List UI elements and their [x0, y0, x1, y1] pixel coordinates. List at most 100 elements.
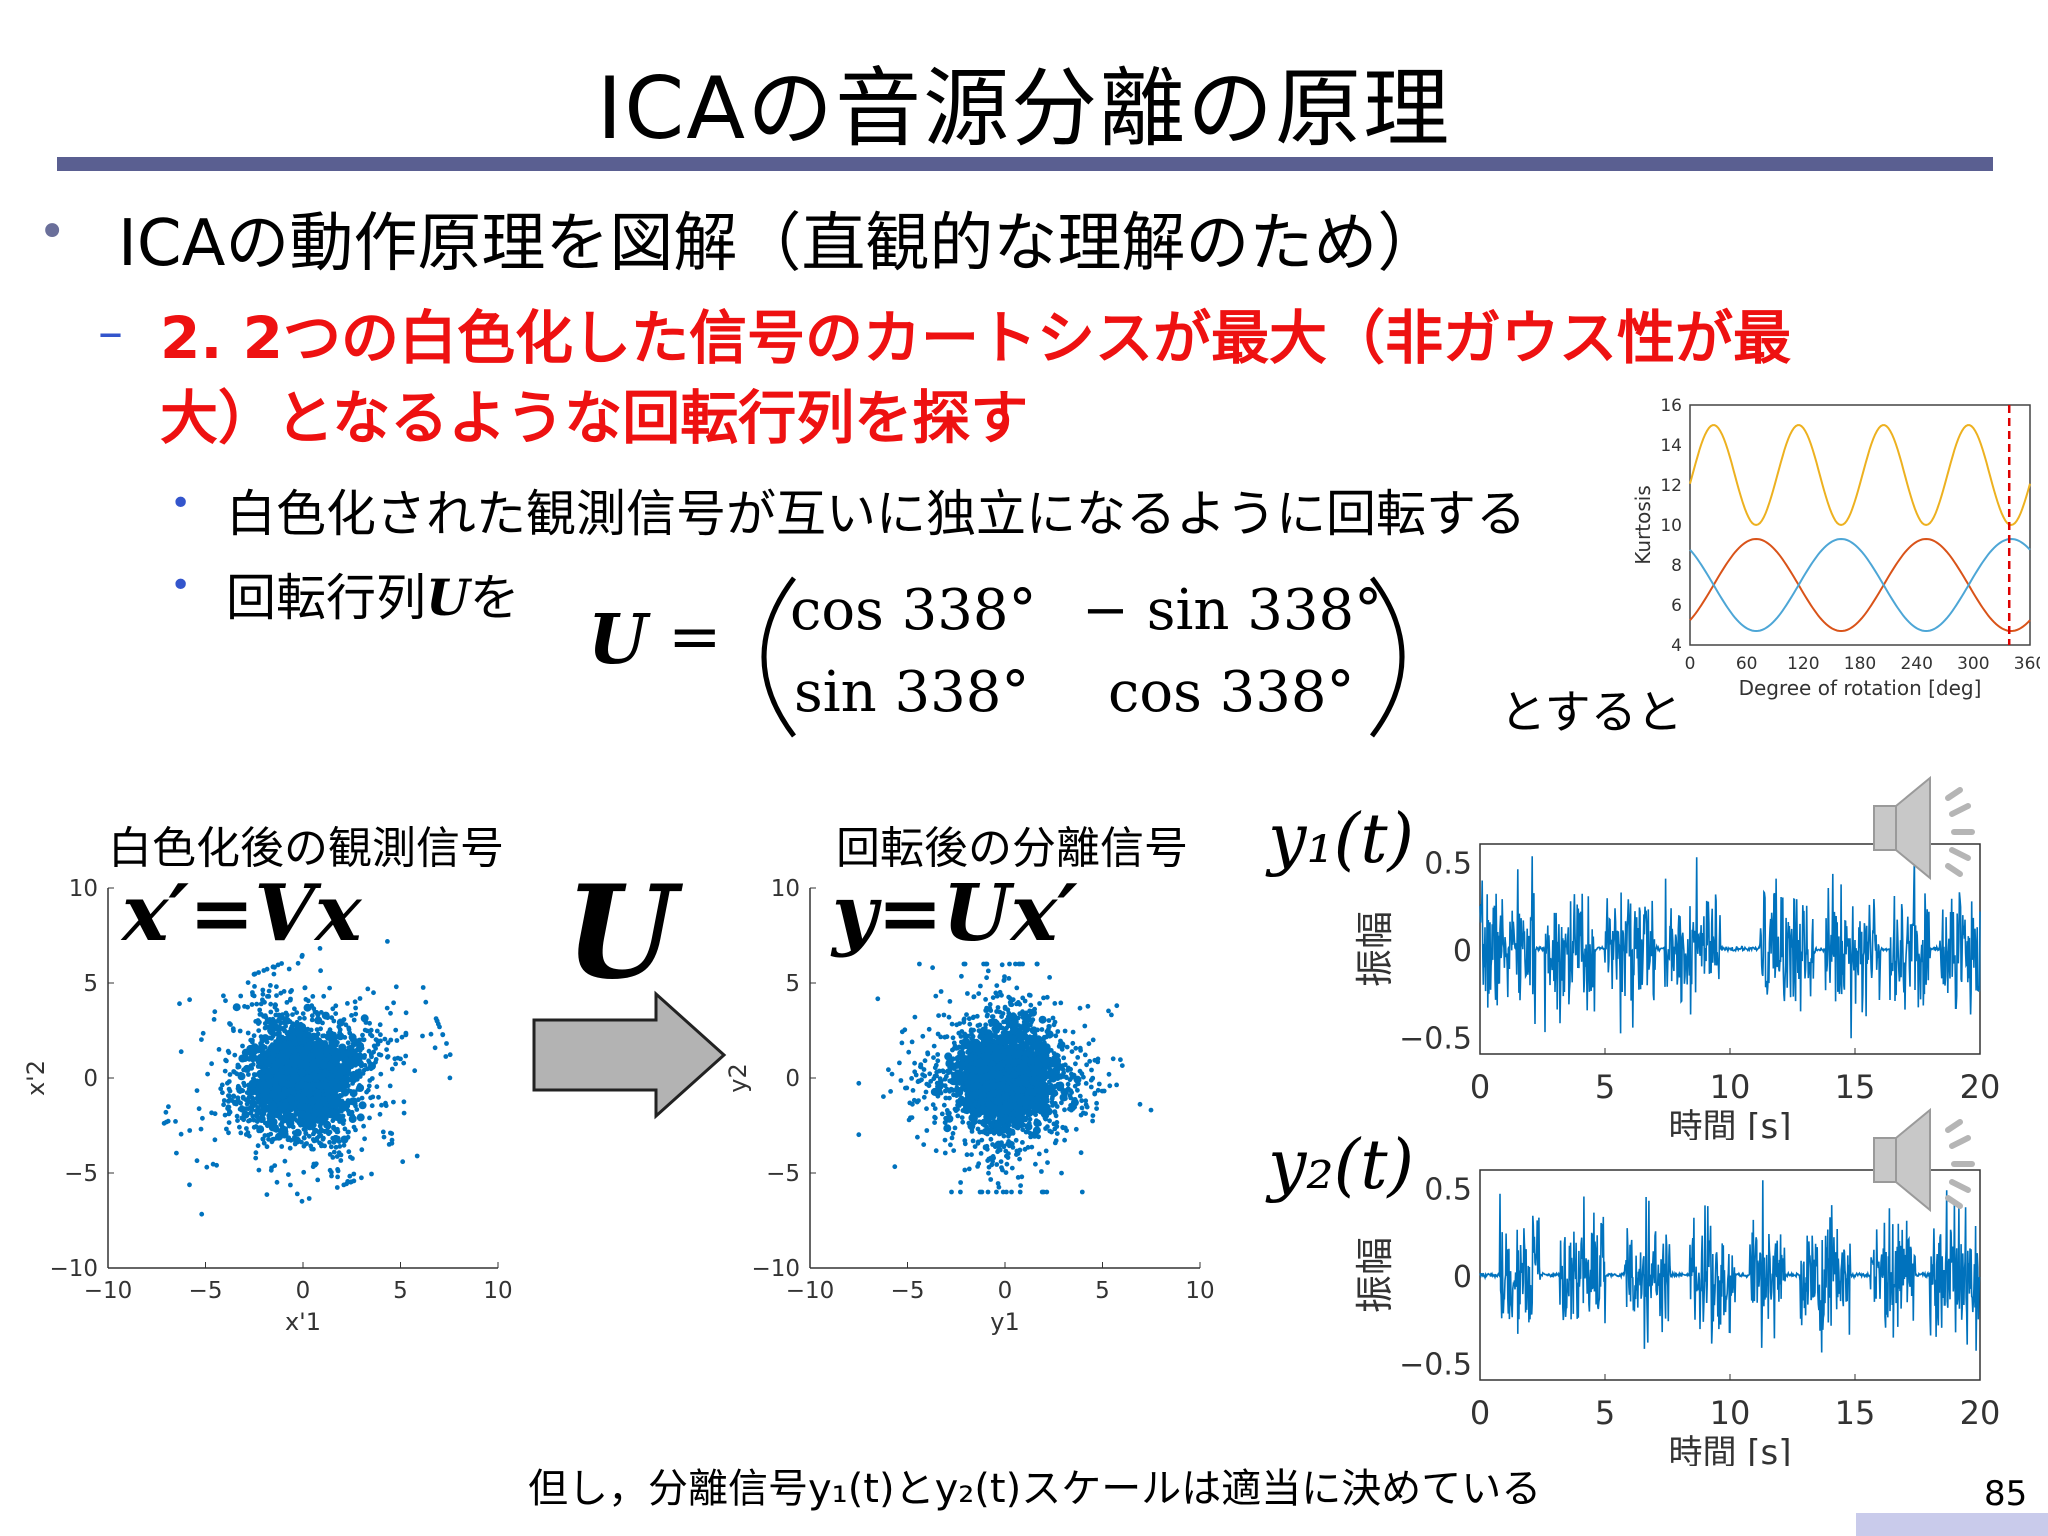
- kurtosis-chart: 0 60 120 180 240 300 360 4 6 8 10 12 14 16 Degree of r…: [1631, 396, 2040, 700]
- subpoint-line1: 2. 2つの白色化した信号のカートシスが最大（非ガウス性が最: [160, 304, 1791, 372]
- y-axis-label: x'2: [22, 1060, 50, 1096]
- x-tick-label: −10: [84, 1278, 133, 1304]
- x-tick-label: −5: [189, 1278, 223, 1304]
- y-tick-label: 0: [83, 1066, 98, 1092]
- x-tick-label: 300: [1957, 654, 1989, 674]
- y-tick-label: −0.5: [1399, 1348, 1472, 1383]
- x-axis-label: x'1: [285, 1308, 321, 1336]
- scale-note: 但し，分離信号y₁(t)とy₂(t)スケールは適当に決めている: [528, 1466, 1542, 1512]
- slide-title: ICAの音源分離の原理: [596, 59, 1452, 159]
- point-matrix-suffix: を: [469, 569, 520, 627]
- waveform-line: [1479, 1180, 1981, 1353]
- right-paren: [1370, 576, 1405, 738]
- page-number: 85: [1984, 1474, 2028, 1514]
- kurtosis-series-2: [1689, 537, 2031, 633]
- x-tick-label: 15: [1835, 1068, 1876, 1106]
- y-axis-label: 振幅: [1353, 911, 1397, 987]
- y2-label: y₂(t): [1268, 1126, 1415, 1205]
- y-axis-label: y2: [724, 1063, 752, 1092]
- x-tick-label: 10: [1710, 1068, 1751, 1106]
- arrow-label: U: [565, 858, 677, 1008]
- matrix-a12: − sin 338°: [1082, 578, 1383, 643]
- title-underline: [57, 157, 1993, 171]
- y-tick-label: −10: [49, 1256, 98, 1282]
- x-tick-label: 180: [1844, 654, 1876, 674]
- point-matrix: 回転行列Uを: [226, 558, 520, 630]
- y-axis-label: Kurtosis: [1631, 485, 1655, 565]
- y-tick-label: 14: [1660, 436, 1682, 456]
- matrix-a11: cos 338°: [790, 578, 1037, 643]
- scatter-points: [161, 939, 453, 1217]
- kurtosis-series-1: [1689, 537, 2031, 633]
- x-tick-label: 0: [998, 1278, 1013, 1304]
- x-tick-label: 360: [2014, 654, 2040, 674]
- matrix-a22: cos 338°: [1108, 660, 1355, 725]
- bullet-dot: •: [38, 204, 67, 260]
- x-tick-label: 5: [393, 1278, 408, 1304]
- x-tick-label: 20: [1960, 1068, 2000, 1106]
- bullet-main: ICAの動作原理を図解（直観的な理解のため）: [118, 207, 1442, 281]
- y2-waveform: 0 5 10 15 20 −0.5 0 0.5 時間 [s] 振幅: [1353, 1169, 2000, 1466]
- bullet-dot: •: [170, 565, 192, 606]
- x-tick-label: 120: [1787, 654, 1819, 674]
- x-tick-label: 240: [1900, 654, 1932, 674]
- y-tick-label: 0.5: [1424, 847, 1472, 882]
- x-tick-label: 10: [1185, 1278, 1214, 1304]
- y-tick-label: 8: [1671, 556, 1682, 576]
- y-tick-label: 0: [1453, 934, 1472, 969]
- rotation-arrow: [532, 990, 727, 1120]
- x-tick-label: 10: [1710, 1394, 1751, 1432]
- point-matrix-var: U: [426, 568, 470, 627]
- left-paren: [761, 576, 796, 738]
- x-tick-label: 20: [1960, 1394, 2000, 1432]
- y-tick-label: −5: [766, 1161, 800, 1187]
- y-tick-label: −0.5: [1399, 1022, 1472, 1057]
- x-tick-label: 0: [1685, 654, 1696, 674]
- waveform-line: [1479, 856, 1981, 1039]
- x-tick-label: 5: [1095, 1278, 1110, 1304]
- y-tick-label: 10: [1660, 516, 1682, 536]
- kurtosis-series-0: [1689, 424, 2031, 527]
- dash-marker: –: [98, 303, 123, 361]
- point-matrix-prefix: 回転行列: [226, 569, 426, 627]
- x-tick-label: 0: [296, 1278, 311, 1304]
- x-tick-label: 0: [1470, 1394, 1490, 1432]
- scatter-points: [856, 961, 1154, 1195]
- subpoint-line2: 大）となるような回転行列を探す: [160, 384, 1029, 452]
- x-tick-label: 15: [1835, 1394, 1876, 1432]
- y1-waveform: 0 5 10 15 20 −0.5 0 0.5 時間 [s] 振幅: [1353, 843, 2000, 1140]
- x-axis-label: y1: [990, 1308, 1019, 1336]
- y-tick-label: 4: [1671, 636, 1682, 656]
- y-tick-label: 12: [1660, 476, 1682, 496]
- y-tick-label: 16: [1660, 396, 1682, 416]
- bullet-dot: •: [170, 483, 192, 524]
- matrix-a21: sin 338°: [794, 660, 1030, 725]
- y-tick-label: 5: [785, 971, 800, 997]
- y-tick-label: 10: [69, 876, 98, 902]
- separated-formula: y=Ux′: [832, 868, 1078, 959]
- y-tick-label: −10: [751, 1256, 800, 1282]
- y-tick-label: −5: [64, 1161, 98, 1187]
- point-rotation: 白色化された観測信号が互いに独立になるように回転する: [226, 485, 1526, 543]
- footer-bar: [1856, 1513, 2048, 1536]
- then-text: とすると: [1500, 685, 1683, 739]
- whitened-label: 白色化後の観測信号: [108, 823, 504, 874]
- y-tick-label: 0: [1453, 1260, 1472, 1295]
- x-axis-label: Degree of rotation [deg]: [1739, 676, 1982, 700]
- separated-scatter: −10 −5 0 5 10 −10 −5 0 5 10 y1 y2: [724, 876, 1215, 1336]
- kurtosis-plot-area: [1689, 404, 2031, 646]
- y-tick-label: 5: [83, 971, 98, 997]
- y-tick-label: 10: [771, 876, 800, 902]
- x-axis-label: 時間 [s]: [1668, 1433, 1791, 1466]
- x-tick-label: −5: [891, 1278, 925, 1304]
- speaker-icon[interactable]: [1868, 768, 1998, 888]
- y1-label: y₁(t): [1268, 800, 1415, 879]
- x-tick-label: 60: [1736, 654, 1758, 674]
- y-axis-label: 振幅: [1353, 1237, 1397, 1313]
- x-axis-label: 時間 [s]: [1668, 1107, 1791, 1140]
- whitened-formula: x′=Vx: [122, 868, 362, 959]
- x-tick-label: 10: [483, 1278, 512, 1304]
- y-tick-label: 0: [785, 1066, 800, 1092]
- x-tick-label: 5: [1595, 1394, 1615, 1432]
- speaker-icon[interactable]: [1868, 1100, 1998, 1220]
